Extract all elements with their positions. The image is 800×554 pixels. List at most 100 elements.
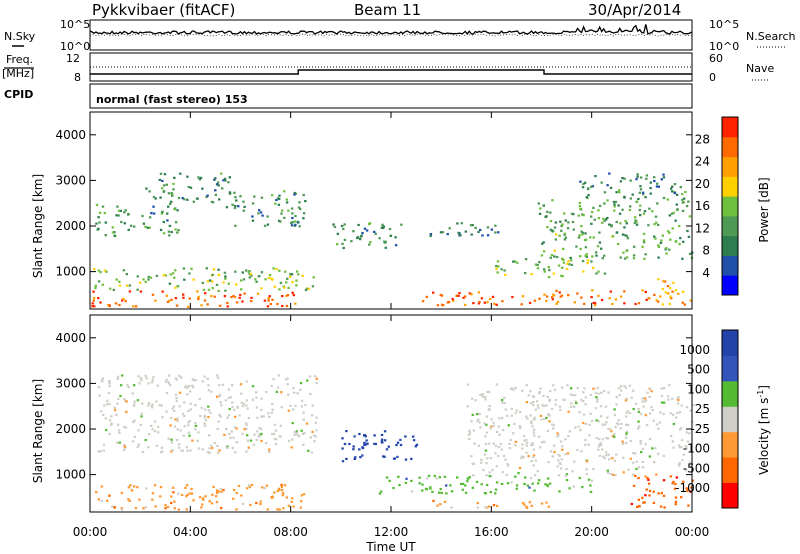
heatmap-cell bbox=[162, 232, 166, 235]
heatmap-cell bbox=[641, 289, 644, 292]
heatmap-cell bbox=[108, 432, 111, 435]
heatmap-cell bbox=[619, 256, 622, 259]
heatmap-cell bbox=[452, 299, 455, 303]
heatmap-cell bbox=[607, 427, 610, 430]
heatmap-cell bbox=[476, 502, 479, 505]
heatmap-cell bbox=[173, 276, 176, 279]
heatmap-cell bbox=[546, 429, 550, 432]
heatmap-cell bbox=[558, 291, 561, 294]
heatmap-cell bbox=[254, 278, 257, 281]
heatmap-cell bbox=[383, 240, 386, 243]
heatmap-cell bbox=[497, 265, 500, 268]
heatmap-cell bbox=[644, 290, 647, 294]
heatmap-cell bbox=[635, 467, 638, 471]
heatmap-cell bbox=[656, 182, 659, 185]
heatmap-cell bbox=[665, 252, 668, 255]
heatmap-cell bbox=[240, 494, 243, 497]
heatmap-cell bbox=[245, 487, 249, 490]
heatmap-cell bbox=[657, 427, 660, 430]
heatmap-cell bbox=[525, 451, 528, 454]
heatmap-cell bbox=[178, 405, 181, 408]
heatmap-cell bbox=[125, 273, 128, 276]
heatmap-cell bbox=[615, 396, 618, 399]
colorbar-tick-label: 100 bbox=[687, 382, 710, 396]
xtick-label: 08:00 bbox=[273, 525, 308, 539]
heatmap-cell bbox=[168, 224, 172, 227]
heatmap-cell bbox=[681, 257, 684, 260]
heatmap-cell bbox=[608, 172, 611, 175]
heatmap-cell bbox=[106, 499, 109, 502]
heatmap-cell bbox=[203, 422, 206, 425]
heatmap-cell bbox=[692, 403, 695, 407]
heatmap-cell bbox=[652, 490, 655, 493]
heatmap-cell bbox=[410, 457, 413, 460]
heatmap-cell bbox=[186, 198, 189, 201]
heatmap-cell bbox=[265, 390, 268, 394]
heatmap-cell bbox=[161, 416, 164, 419]
heatmap-cell bbox=[175, 439, 179, 442]
heatmap-cell bbox=[532, 448, 536, 451]
heatmap-cell bbox=[635, 220, 638, 223]
heatmap-cell bbox=[204, 495, 207, 498]
heatmap-cell bbox=[162, 220, 165, 224]
heatmap-cell bbox=[527, 455, 530, 458]
heatmap-cell bbox=[674, 219, 677, 222]
heatmap-cell bbox=[671, 290, 674, 293]
heatmap-cell bbox=[600, 415, 603, 418]
heatmap-cell bbox=[155, 400, 158, 403]
heatmap-cell bbox=[175, 304, 179, 307]
heatmap-cell bbox=[631, 193, 634, 196]
heatmap-cell bbox=[525, 444, 528, 447]
heatmap-cell bbox=[315, 429, 318, 432]
heatmap-cell bbox=[600, 391, 603, 394]
heatmap-cell bbox=[124, 300, 127, 303]
heatmap-cell bbox=[299, 382, 303, 385]
heatmap-cell bbox=[538, 261, 541, 264]
heatmap-cell bbox=[172, 182, 175, 185]
heatmap-cell bbox=[94, 286, 97, 290]
heatmap-cell bbox=[238, 296, 241, 299]
heatmap-cell bbox=[486, 301, 489, 304]
heatmap-cell bbox=[253, 433, 256, 436]
heatmap-cell bbox=[654, 237, 657, 240]
heatmap-cell bbox=[632, 254, 636, 257]
heatmap-cell bbox=[637, 302, 641, 305]
heatmap-cell bbox=[496, 260, 500, 263]
heatmap-cell bbox=[341, 460, 345, 463]
heatmap-cell bbox=[234, 296, 237, 299]
heatmap-cell bbox=[259, 503, 262, 506]
heatmap-cell bbox=[518, 466, 522, 469]
heatmap-cell bbox=[102, 449, 106, 452]
heatmap-cell bbox=[625, 249, 628, 252]
heatmap-cell bbox=[110, 415, 113, 418]
heatmap-cell bbox=[123, 425, 126, 428]
heatmap-cell bbox=[265, 442, 268, 445]
heatmap-cell bbox=[564, 474, 567, 477]
heatmap-cell bbox=[212, 268, 216, 271]
heatmap-cell bbox=[566, 227, 570, 230]
heatmap-cell bbox=[374, 232, 377, 235]
heatmap-cell bbox=[580, 398, 583, 401]
heatmap-cell bbox=[166, 505, 170, 509]
heatmap-cell bbox=[603, 191, 607, 194]
heatmap-cell bbox=[678, 446, 682, 449]
heatmap-cell bbox=[581, 213, 584, 216]
heatmap-cell bbox=[312, 434, 316, 437]
heatmap-cell bbox=[614, 200, 618, 203]
heatmap-cell bbox=[211, 446, 214, 450]
heatmap-cell bbox=[588, 423, 591, 426]
heatmap-cell bbox=[199, 414, 202, 418]
heatmap-cell bbox=[548, 482, 552, 485]
heatmap-cell bbox=[255, 396, 258, 399]
heatmap-cell bbox=[457, 231, 460, 234]
heatmap-cell bbox=[545, 404, 548, 407]
heatmap-cell bbox=[480, 297, 484, 300]
heatmap-cell bbox=[581, 486, 584, 489]
freq-label-2: [MHz] bbox=[2, 67, 34, 80]
heatmap-cell bbox=[192, 499, 195, 502]
heatmap-cell bbox=[567, 221, 570, 224]
heatmap-cell bbox=[194, 424, 198, 427]
heatmap-cell bbox=[587, 194, 590, 197]
heatmap-cell bbox=[216, 395, 219, 398]
colorbar-segment bbox=[722, 255, 738, 276]
